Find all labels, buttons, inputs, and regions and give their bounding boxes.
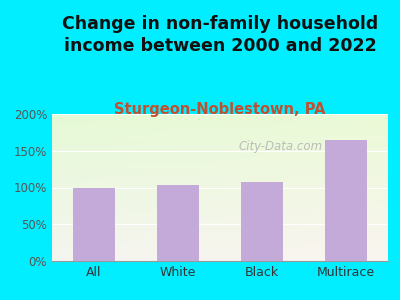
Text: Sturgeon-Noblestown, PA: Sturgeon-Noblestown, PA — [114, 102, 326, 117]
Bar — [241, 182, 283, 261]
Text: Change in non-family household
income between 2000 and 2022: Change in non-family household income be… — [62, 15, 378, 55]
Bar — [325, 140, 367, 261]
Text: City-Data.com: City-Data.com — [238, 140, 322, 153]
Bar — [157, 185, 199, 261]
Bar — [73, 188, 115, 261]
